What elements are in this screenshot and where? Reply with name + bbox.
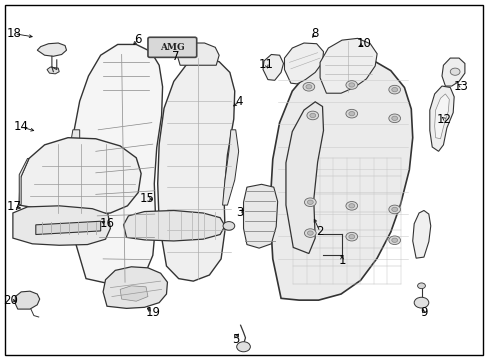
- Polygon shape: [47, 67, 59, 74]
- Circle shape: [449, 68, 459, 75]
- Polygon shape: [19, 158, 29, 205]
- Text: 16: 16: [99, 217, 114, 230]
- Text: 7: 7: [171, 50, 179, 63]
- Circle shape: [345, 232, 357, 241]
- Polygon shape: [158, 58, 234, 281]
- Text: 20: 20: [3, 294, 18, 307]
- Polygon shape: [70, 44, 162, 284]
- Polygon shape: [429, 86, 453, 151]
- Text: 3: 3: [235, 206, 243, 219]
- Polygon shape: [68, 130, 80, 223]
- Circle shape: [236, 342, 250, 352]
- Polygon shape: [177, 43, 219, 65]
- Circle shape: [348, 112, 354, 116]
- Circle shape: [345, 81, 357, 89]
- Circle shape: [391, 116, 397, 121]
- Text: 10: 10: [356, 36, 371, 50]
- Polygon shape: [36, 221, 101, 234]
- Polygon shape: [441, 58, 464, 86]
- Text: 6: 6: [134, 32, 142, 46]
- Circle shape: [309, 113, 315, 118]
- Circle shape: [388, 85, 400, 94]
- FancyBboxPatch shape: [148, 37, 196, 57]
- Circle shape: [307, 231, 313, 235]
- Circle shape: [348, 83, 354, 87]
- Circle shape: [303, 82, 314, 91]
- Polygon shape: [412, 211, 430, 258]
- Circle shape: [223, 222, 234, 230]
- Polygon shape: [19, 138, 141, 215]
- Polygon shape: [15, 291, 40, 309]
- Polygon shape: [320, 39, 376, 93]
- Circle shape: [388, 205, 400, 214]
- Text: 14: 14: [14, 121, 29, 134]
- Polygon shape: [285, 102, 323, 253]
- Polygon shape: [37, 43, 66, 56]
- Circle shape: [305, 85, 311, 89]
- Circle shape: [345, 109, 357, 118]
- Polygon shape: [123, 211, 224, 241]
- Circle shape: [307, 200, 313, 204]
- Text: 15: 15: [139, 192, 154, 205]
- Text: 18: 18: [7, 27, 22, 40]
- Polygon shape: [434, 94, 448, 139]
- Circle shape: [388, 114, 400, 123]
- Text: 5: 5: [232, 333, 240, 346]
- Circle shape: [391, 87, 397, 92]
- Polygon shape: [263, 54, 283, 80]
- Text: 12: 12: [436, 113, 451, 126]
- Circle shape: [348, 234, 354, 239]
- Text: 2: 2: [316, 225, 323, 238]
- Text: 9: 9: [419, 306, 427, 319]
- Polygon shape: [269, 55, 412, 300]
- Text: AMG: AMG: [160, 43, 184, 52]
- Polygon shape: [284, 43, 323, 84]
- Circle shape: [388, 236, 400, 244]
- Text: 17: 17: [6, 201, 21, 213]
- Circle shape: [345, 202, 357, 210]
- Text: 19: 19: [145, 306, 160, 319]
- Text: 13: 13: [453, 80, 468, 93]
- Text: 11: 11: [259, 58, 273, 71]
- Circle shape: [348, 204, 354, 208]
- Polygon shape: [243, 184, 277, 248]
- Polygon shape: [13, 206, 110, 245]
- Polygon shape: [222, 130, 238, 205]
- Polygon shape: [120, 286, 148, 301]
- Circle shape: [304, 198, 316, 207]
- Text: 8: 8: [311, 27, 318, 40]
- Circle shape: [391, 207, 397, 212]
- Circle shape: [417, 283, 425, 289]
- Text: 1: 1: [338, 254, 345, 267]
- Circle shape: [304, 229, 316, 237]
- Circle shape: [391, 238, 397, 242]
- Polygon shape: [103, 267, 167, 309]
- Circle shape: [413, 297, 428, 308]
- Circle shape: [306, 111, 318, 120]
- Text: 4: 4: [235, 95, 243, 108]
